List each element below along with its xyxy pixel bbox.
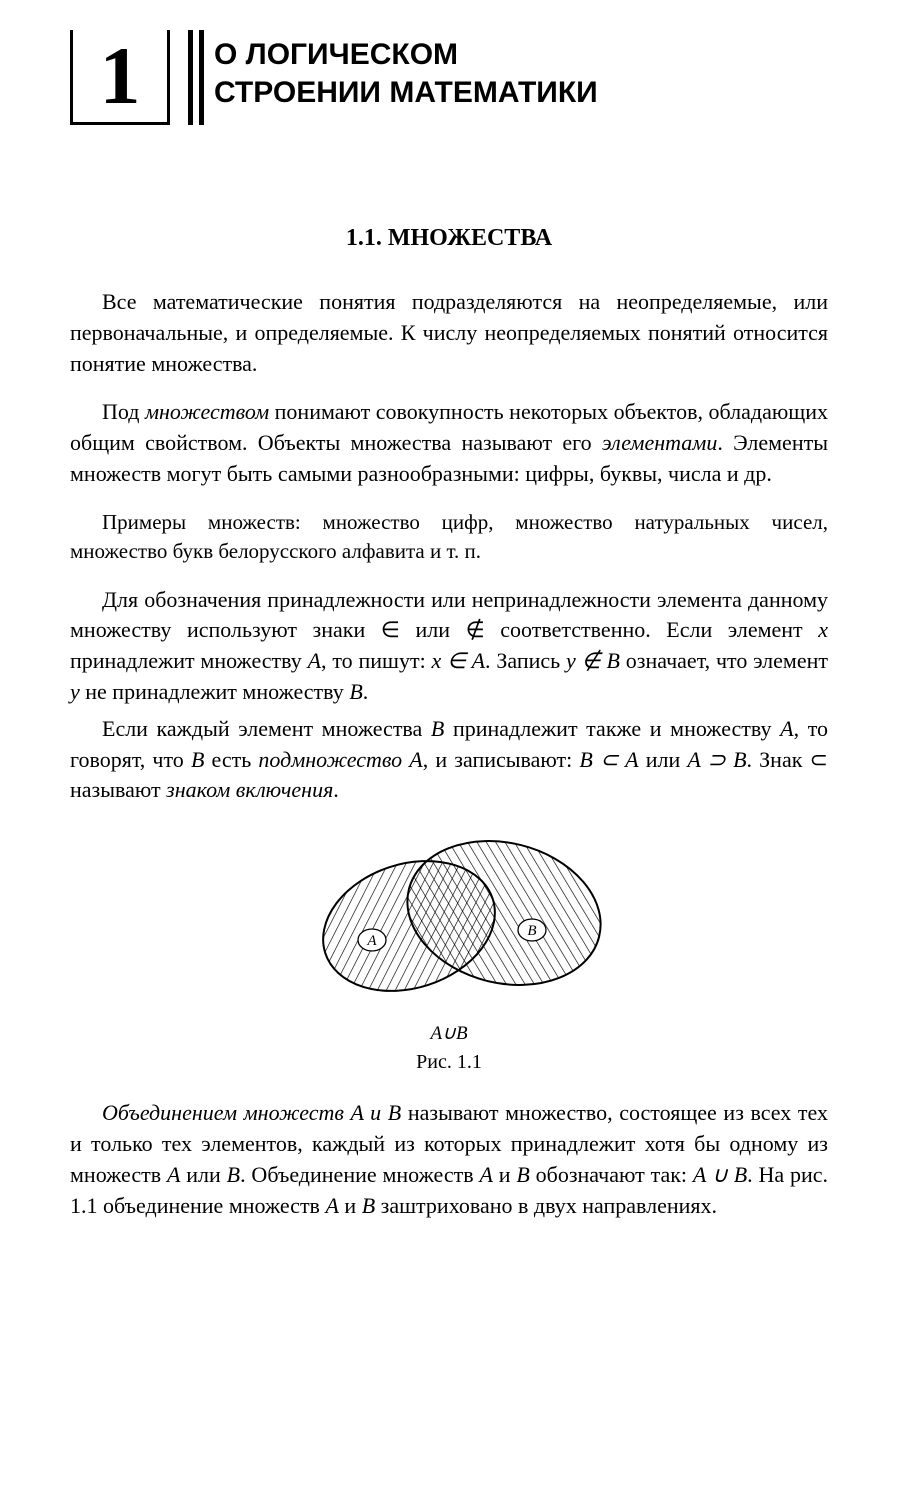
math: B ⊂ A [579, 747, 638, 772]
text: . [363, 679, 369, 704]
text: . [333, 777, 339, 802]
figure: AB A∪B Рис. 1.1 [70, 818, 828, 1074]
text: , и записывают: [423, 747, 580, 772]
text-italic: элементами [602, 430, 717, 455]
text: или [639, 747, 688, 772]
text: есть [204, 747, 258, 772]
var: A [167, 1162, 180, 1187]
chapter-title: О ЛОГИЧЕСКОМ СТРОЕНИИ МАТЕМАТИКИ [214, 30, 598, 111]
text-italic: знаком включения [166, 777, 333, 802]
text-italic: Объединением множеств A и B [102, 1100, 401, 1125]
paragraph-example: Примеры множеств: множество цифр, множес… [70, 508, 828, 567]
figure-caption: Рис. 1.1 [70, 1051, 828, 1074]
text: обозначают так: [530, 1162, 693, 1187]
text: принадлежит также и множеству [444, 716, 780, 741]
text: , то пишут: [321, 648, 431, 673]
chapter-number: 1 [100, 35, 141, 117]
text: не принадлежит множеству [80, 679, 350, 704]
chapter-divider-bars [188, 30, 204, 125]
text-italic: подмножество A [258, 747, 422, 772]
text: Если каждый элемент множества [102, 716, 431, 741]
var: x [818, 617, 828, 642]
var: B [431, 716, 444, 741]
svg-text:B: B [527, 923, 536, 939]
var: A [479, 1162, 492, 1187]
var: B [227, 1162, 240, 1187]
text: . Объединение множеств [240, 1162, 479, 1187]
text: принадлежит множеству [70, 648, 308, 673]
text: Для обозначения принадлежности или непри… [70, 587, 828, 643]
var: B [516, 1162, 529, 1187]
venn-diagram: AB [269, 818, 629, 1013]
text: и [493, 1162, 516, 1187]
chapter-title-line: СТРОЕНИИ МАТЕМАТИКИ [214, 74, 598, 112]
divider-bar [199, 30, 204, 125]
chapter-header: 1 О ЛОГИЧЕСКОМ СТРОЕНИИ МАТЕМАТИКИ [70, 30, 828, 125]
figure-union-label: A∪B [70, 1022, 828, 1045]
var: A [308, 648, 321, 673]
math: x ∈ A [431, 648, 485, 673]
var: B [191, 747, 204, 772]
var: B [349, 679, 362, 704]
text: означает, что элемент [620, 648, 828, 673]
section-title: 1.1. МНОЖЕСТВА [70, 225, 828, 252]
var: A [780, 716, 793, 741]
math: y ∉ B [566, 648, 620, 673]
text: Под [102, 399, 145, 424]
text: и [339, 1193, 362, 1218]
math: A ⊃ B [687, 747, 746, 772]
text: . Запись [485, 648, 566, 673]
section-number: 1.1. [346, 225, 382, 251]
text: или [180, 1162, 226, 1187]
chapter-number-box: 1 [70, 30, 170, 125]
chapter-title-line: О ЛОГИЧЕСКОМ [214, 36, 598, 74]
paragraph: Для обозначения принадлежности или непри… [70, 585, 828, 708]
section-name: МНОЖЕСТВА [388, 225, 552, 251]
text: заштриховано в двух направлениях. [375, 1193, 717, 1218]
var: B [362, 1193, 375, 1218]
paragraph: Под множеством понимают совокупность нек… [70, 397, 828, 489]
var: y [70, 679, 80, 704]
math: A ∪ B [693, 1162, 747, 1187]
svg-text:A: A [366, 933, 377, 949]
divider-bar [188, 30, 193, 125]
paragraph: Все математические понятия подразделяютс… [70, 287, 828, 379]
text-italic: множеством [145, 399, 269, 424]
paragraph: Если каждый элемент множества B принадле… [70, 714, 828, 806]
var: A [325, 1193, 338, 1218]
paragraph: Объединением множеств A и B называют мно… [70, 1098, 828, 1221]
